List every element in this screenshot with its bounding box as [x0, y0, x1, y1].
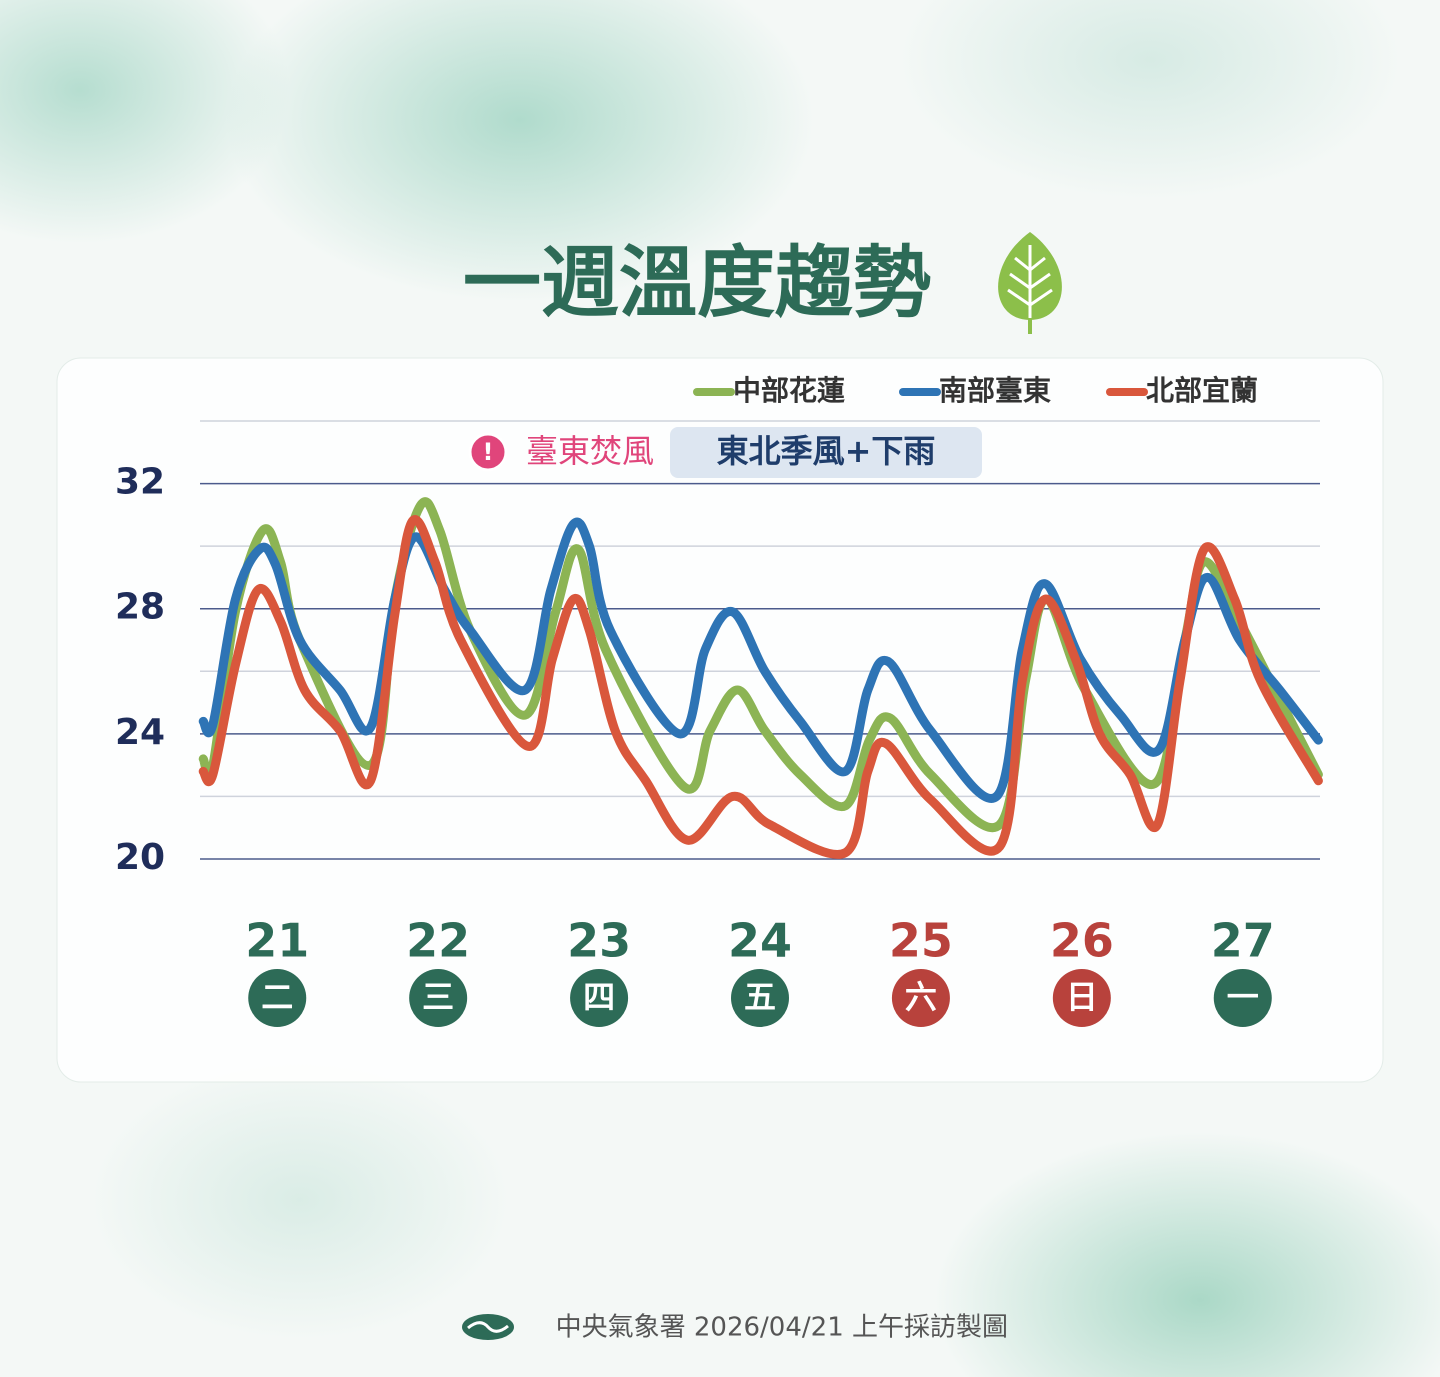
legend-label: 南部臺東	[939, 374, 1051, 407]
x-tick-label: 23	[567, 914, 631, 968]
y-tick-label: 32	[115, 462, 165, 503]
weekday-badge	[1213, 969, 1272, 1027]
x-tick-label: 24	[728, 914, 792, 968]
y-tick-label: 20	[115, 837, 165, 878]
x-tick-label: 26	[1050, 914, 1114, 968]
legend-label: 北部宜蘭	[1146, 374, 1258, 407]
x-tick-label: 21	[245, 914, 309, 968]
weekday-badge	[891, 969, 950, 1027]
x-tick-label: 27	[1211, 914, 1275, 968]
weekday-label: 二	[261, 978, 293, 1016]
weekday-label: 五	[744, 978, 776, 1016]
y-tick-label: 24	[115, 712, 165, 753]
leaf-icon	[998, 232, 1062, 334]
chart-title: 一週溫度趨勢	[463, 238, 931, 328]
weekday-badge	[248, 969, 307, 1027]
legend-label: 中部花蓮	[733, 374, 845, 407]
weekday-badge	[409, 969, 468, 1027]
x-tick-label: 25	[889, 914, 953, 968]
weekday-label: 三	[422, 978, 454, 1016]
cwa-logo	[462, 1314, 514, 1340]
weekday-label: 一	[1227, 978, 1259, 1016]
weekday-label: 四	[583, 978, 615, 1016]
y-tick-label: 28	[115, 587, 165, 628]
series-line	[198, 517, 1323, 803]
annotation-text: 東北季風+下雨	[717, 432, 936, 470]
weekday-label: 日	[1066, 978, 1098, 1016]
weekday-badge	[570, 969, 629, 1027]
weekday-label: 六	[905, 978, 937, 1016]
annotation-text: 臺東焚風	[526, 432, 654, 470]
annotation-foehn: !	[468, 432, 508, 472]
annotation-box	[670, 427, 982, 478]
footer: 中央氣象署 2026/04/21 上午採訪製圖	[556, 1313, 1008, 1343]
svg-text:!: !	[483, 438, 494, 466]
x-tick-label: 22	[406, 914, 470, 968]
series-line	[198, 515, 1323, 859]
weekday-badge	[731, 969, 789, 1027]
weekday-badge	[1052, 969, 1111, 1027]
